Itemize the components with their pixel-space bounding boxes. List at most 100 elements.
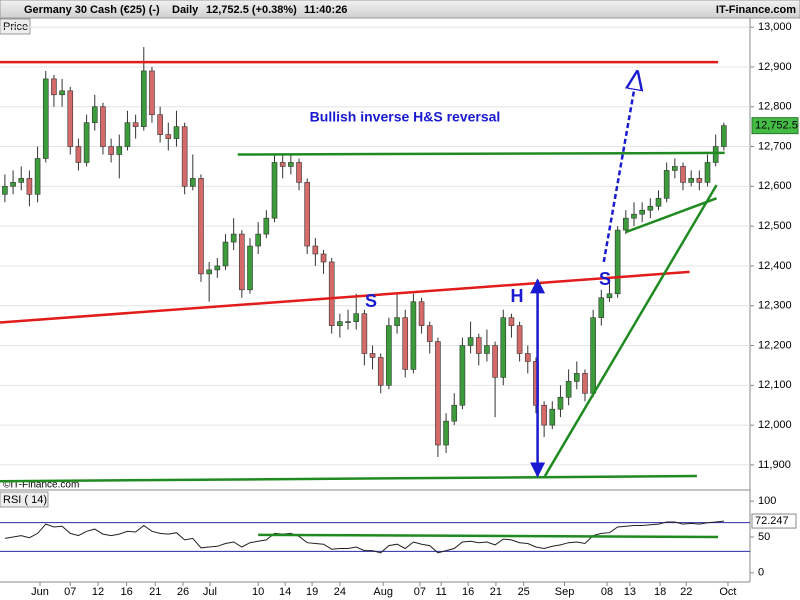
candle-body [688, 178, 694, 183]
x-tick-label: 25 [518, 586, 530, 598]
candle-body [426, 325, 433, 342]
y-tick-label: 13,000 [758, 21, 792, 33]
y-tick-label: 12,300 [758, 300, 792, 312]
x-tick-label: 11 [435, 586, 446, 598]
instrument: Germany 30 Cash (€25) (-) [24, 4, 160, 16]
x-tick-label: 21 [490, 586, 502, 598]
candle-body [10, 182, 16, 187]
candle-body [345, 321, 351, 323]
candle-body [696, 178, 703, 183]
x-tick-label: 10 [252, 586, 264, 598]
candle-body [91, 106, 98, 123]
candle-body [565, 381, 572, 398]
candle-body [712, 146, 719, 163]
y-tick-label: 12,800 [758, 101, 792, 113]
annotation: S [599, 269, 611, 289]
candle-body [647, 205, 654, 211]
y-tick-label: 12,400 [758, 260, 792, 272]
candle-body [606, 293, 613, 299]
candle-body [247, 245, 253, 291]
x-tick-label: 07 [64, 586, 76, 598]
x-tick-label: 24 [334, 586, 346, 598]
candle-body [59, 90, 65, 96]
candle-body [75, 146, 82, 163]
price-tag-box [0, 18, 31, 35]
y-tick-label: 12,700 [758, 140, 792, 152]
candle-body [598, 297, 605, 318]
rsi-tick-label: 0 [758, 567, 764, 579]
candle-body [353, 313, 360, 322]
candle-body [271, 162, 278, 219]
candle-body [475, 337, 482, 354]
period: Daily [172, 4, 199, 16]
candle-body [100, 106, 106, 147]
candle-body [369, 353, 376, 358]
rsi-last-box [751, 513, 797, 529]
candle-body [279, 162, 286, 167]
y-tick-label: 12,200 [758, 339, 792, 351]
x-tick-label: 16 [121, 586, 133, 598]
candle-body [418, 301, 425, 326]
candle-body [312, 245, 319, 255]
time: 11:40:26 [304, 4, 347, 16]
trendline [237, 151, 725, 156]
copyright: ©IT-Finance.com [3, 480, 79, 491]
candle-body [181, 126, 188, 187]
candle-body [222, 241, 229, 267]
rsi-tick-label: 50 [758, 531, 770, 543]
candle-body [500, 317, 507, 378]
candle-body [655, 197, 662, 207]
header-bar [0, 0, 800, 19]
candle-body [124, 122, 131, 147]
candle-body [402, 317, 409, 370]
candle-body [541, 404, 547, 426]
x-tick-label: 19 [306, 586, 318, 598]
candle-body [18, 178, 25, 183]
candle-body [484, 345, 490, 354]
candle-body [590, 317, 596, 394]
candle-body [116, 146, 123, 155]
trendline [258, 533, 719, 539]
candle-body [108, 146, 114, 155]
candle-body [255, 233, 261, 247]
rsi-title: RSI ( 14) [3, 494, 47, 506]
candle-body [704, 162, 711, 183]
candle-body [83, 122, 90, 163]
rsi-tick-label: 100 [758, 495, 776, 507]
candle-body [361, 313, 368, 354]
x-tick-label: 18 [654, 586, 666, 598]
trendline [543, 184, 718, 477]
candle-body [140, 70, 147, 127]
y-tick-label: 12,900 [758, 61, 792, 73]
candle-body [51, 78, 57, 96]
annotation: H [511, 286, 524, 306]
candle-body [623, 217, 629, 231]
candle-body [42, 78, 49, 159]
candle-body [663, 170, 670, 199]
candle-body [467, 337, 474, 346]
x-tick-label: 16 [462, 586, 474, 598]
candle-body [165, 134, 172, 139]
quote: 12,752.5 (+0.38%) [206, 4, 297, 16]
site: IT-Finance.com [716, 4, 796, 16]
candle-body [132, 122, 139, 127]
x-tick-label: 26 [177, 586, 189, 598]
candle-body [2, 186, 8, 195]
x-tick-label: 12 [92, 586, 104, 598]
candle-body [508, 317, 515, 326]
candle-body [190, 178, 196, 187]
rsi-line [4, 520, 724, 554]
candle-body [451, 404, 458, 422]
x-tick-label: Sep [555, 586, 575, 598]
annotation: S [365, 291, 377, 311]
x-tick-label: 22 [680, 586, 692, 598]
trendline [0, 270, 690, 324]
candle-body [337, 321, 343, 326]
candle-body [524, 353, 531, 362]
candle-body [680, 166, 686, 183]
candle-body [149, 70, 155, 116]
x-tick-label: 21 [149, 586, 161, 598]
x-tick-label: Aug [373, 586, 393, 598]
candle-body [239, 233, 245, 291]
